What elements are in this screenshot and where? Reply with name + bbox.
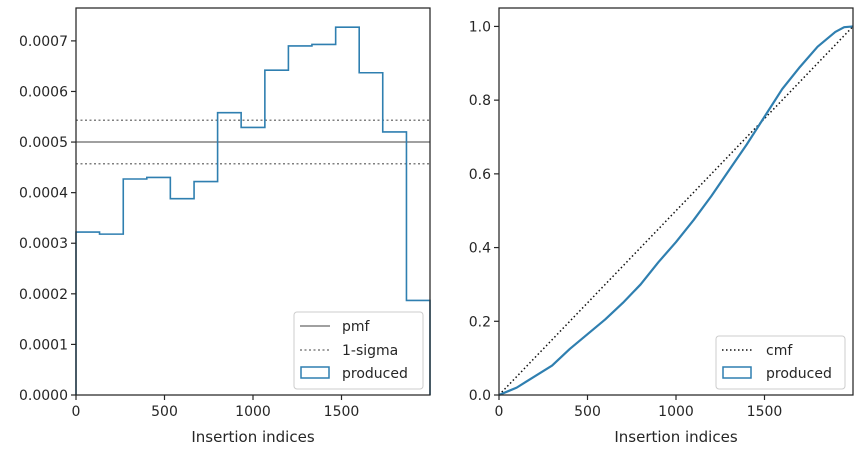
cumulative-ytick-label: 1.0 xyxy=(469,19,491,35)
histogram-xtick-label: 1000 xyxy=(235,404,271,420)
histogram-legend: pmf 1-sigma produced xyxy=(293,311,424,390)
legend-pmf-label: pmf xyxy=(342,319,371,335)
cumulative-ytick-label: 0.8 xyxy=(469,93,491,109)
cumulative-xtick-label: 1000 xyxy=(658,404,694,420)
legend-cumulative-produced-swatch xyxy=(722,366,752,379)
histogram-ytick-label: 0.0000 xyxy=(19,388,68,404)
cumulative-panel: 0 500 1000 1500 0.0 0.2 0.4 0.6 0.8 1.0 Insertion… xyxy=(469,7,854,446)
histogram-ytick-label: 0.0004 xyxy=(19,186,68,202)
histogram-panel: 0 500 1000 1500 0.0000 0.0001 0.0002 0.0003 0.00… xyxy=(19,7,431,446)
legend-cumulative-produced-label: produced xyxy=(766,366,832,382)
cumulative-legend: cmf produced xyxy=(715,335,846,390)
cumulative-ytick-label: 0.2 xyxy=(469,314,491,330)
histogram-legend-box xyxy=(293,311,424,390)
cumulative-ytick-label: 0.4 xyxy=(469,241,491,257)
cumulative-legend-box xyxy=(715,335,846,390)
cumulative-ytick-label: 0.6 xyxy=(469,167,491,183)
legend-produced-label: produced xyxy=(342,366,408,382)
cumulative-xlabel: Insertion indices xyxy=(614,428,737,446)
histogram-xtick-label: 1500 xyxy=(324,404,360,420)
legend-produced-swatch xyxy=(300,366,330,379)
legend-cmf-label: cmf xyxy=(766,343,793,359)
histogram-xtick-label: 0 xyxy=(72,404,81,420)
cumulative-ytick-label: 0.0 xyxy=(469,388,491,404)
histogram-ytick-label: 0.0005 xyxy=(19,135,68,151)
cumulative-xtick-label: 0 xyxy=(495,404,504,420)
histogram-ytick-label: 0.0006 xyxy=(19,84,68,100)
produced-cumulative-line xyxy=(498,25,854,397)
cumulative-xtick-label: 500 xyxy=(574,404,601,420)
cmf-line xyxy=(498,25,854,396)
legend-sigma-label: 1-sigma xyxy=(342,343,398,359)
histogram-xlabel: Insertion indices xyxy=(191,428,314,446)
cumulative-plot-area xyxy=(499,8,853,395)
produced-histogram-step xyxy=(75,26,431,395)
histogram-xtick-label: 500 xyxy=(151,404,178,420)
cumulative-xtick-label: 1500 xyxy=(747,404,783,420)
histogram-ytick-label: 0.0002 xyxy=(19,287,68,303)
histogram-ytick-label: 0.0001 xyxy=(19,337,68,353)
histogram-ytick-label: 0.0003 xyxy=(19,236,68,252)
histogram-ytick-label: 0.0007 xyxy=(19,34,68,50)
